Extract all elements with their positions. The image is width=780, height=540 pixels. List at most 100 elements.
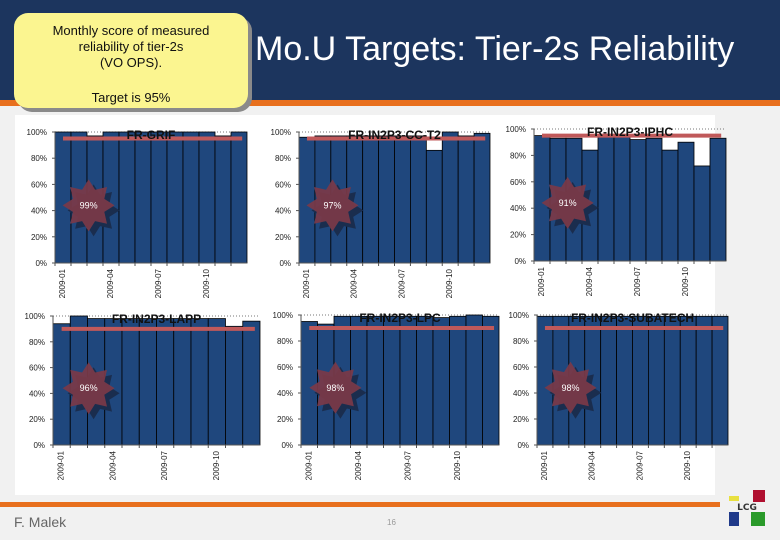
bar <box>441 131 459 264</box>
bar <box>711 315 729 446</box>
bar <box>121 318 140 446</box>
y-tick-label: 60% <box>29 364 45 373</box>
chart-fr-grif: 0% 20% 40% 60% 80% 100% 2009-01 2009-04 2009-07 2… <box>27 128 248 298</box>
svg-text:LCG: LCG <box>737 503 757 513</box>
y-tick-label: 80% <box>513 337 529 346</box>
chart-fr-in2p3-lapp: 0% 20% 40% 60% 80% 100% 2009-01 2009-04 2009-07 2… <box>25 312 261 480</box>
bar <box>156 318 175 446</box>
x-tick-label: 2009-04 <box>350 268 359 298</box>
bar <box>425 149 443 264</box>
bar <box>465 314 483 446</box>
y-tick-label: 80% <box>510 151 526 160</box>
y-tick-label: 20% <box>275 233 291 242</box>
bar <box>663 315 681 446</box>
page-number: 16 <box>387 518 396 527</box>
bar <box>207 318 226 446</box>
y-tick-label: 20% <box>510 231 526 240</box>
bar <box>536 315 554 446</box>
bar <box>150 131 168 264</box>
bar <box>182 131 200 264</box>
bar <box>709 137 727 262</box>
bar <box>629 139 647 262</box>
bar <box>394 135 411 264</box>
chart-title: FR-IN2P3-CC-T2 <box>348 128 441 142</box>
header-divider <box>0 100 780 106</box>
y-tick-label: 80% <box>275 154 291 163</box>
y-tick-label: 0% <box>514 257 526 266</box>
bar <box>473 132 491 264</box>
bar <box>383 315 401 446</box>
y-tick-label: 40% <box>510 204 526 213</box>
bar <box>230 131 248 264</box>
bar <box>645 137 663 262</box>
y-tick-label: 40% <box>29 389 45 398</box>
lcg-logo: LCG <box>729 490 765 526</box>
bar <box>214 135 232 264</box>
y-tick-label: 60% <box>31 180 47 189</box>
bar <box>693 165 711 262</box>
score-badge: 91% <box>559 198 577 208</box>
x-tick-label: 2009-07 <box>160 450 169 480</box>
bar <box>449 315 467 446</box>
bar <box>648 315 665 446</box>
bar <box>173 318 192 446</box>
badge-star-icon <box>306 179 359 232</box>
x-tick-label: 2009-01 <box>537 266 546 296</box>
y-tick-label: 100% <box>506 125 526 134</box>
bar <box>399 315 417 446</box>
x-tick-label: 2009-07 <box>154 268 163 298</box>
y-tick-label: 20% <box>31 233 47 242</box>
slide-title: Mo.U Targets: Tier-2s Reliability <box>255 30 735 68</box>
chart-fr-in2p3-cc-t2: 0% 20% 40% 60% 80% 100% 2009-01 2009-04 2009-07 2… <box>271 128 491 298</box>
x-tick-label: 2009-07 <box>403 450 412 480</box>
badge-star-icon <box>541 176 594 229</box>
x-tick-label: 2009-01 <box>302 268 311 298</box>
x-tick-label: 2009-07 <box>633 266 642 296</box>
x-tick-label: 2009-10 <box>453 450 462 480</box>
callout-line: reliability of tier-2s <box>78 39 184 54</box>
chart-fr-in2p3-iphc: 0% 20% 40% 60% 80% 100% 2009-01 2009-04 2009-07 2… <box>506 125 727 296</box>
x-tick-label: 2009-01 <box>57 450 66 480</box>
y-tick-label: 60% <box>510 178 526 187</box>
score-badge: 98% <box>561 383 579 393</box>
chart-title: FR-GRIF <box>127 128 176 142</box>
bar <box>597 136 615 262</box>
callout-target: Target is 95% <box>91 90 171 105</box>
y-tick-label: 20% <box>277 415 293 424</box>
badge-star-icon <box>62 362 115 415</box>
x-tick-label: 2009-01 <box>304 450 313 480</box>
x-tick-label: 2009-10 <box>445 268 454 298</box>
bar <box>134 131 152 264</box>
bar <box>52 323 71 446</box>
chart-title: FR-IN2P3-SUBATECH <box>571 311 694 325</box>
y-tick-label: 60% <box>275 180 291 189</box>
bar <box>695 315 713 446</box>
x-tick-label: 2009-10 <box>683 450 692 480</box>
badge-star-icon <box>62 179 115 232</box>
bar <box>533 135 551 262</box>
bar <box>632 315 649 446</box>
bar <box>190 318 209 446</box>
bar <box>613 136 631 262</box>
chart-title: FR-IN2P3-IPHC <box>587 125 673 139</box>
bar <box>457 135 475 264</box>
info-callout: Monthly score of measured reliability of… <box>14 13 248 108</box>
badge-star-icon <box>309 361 362 414</box>
badge-star-icon <box>544 361 597 414</box>
x-tick-label: 2009-07 <box>397 268 406 298</box>
score-badge: 98% <box>326 383 344 393</box>
x-tick-label: 2009-10 <box>212 450 221 480</box>
bar <box>378 135 395 264</box>
bar <box>416 315 434 446</box>
y-tick-label: 100% <box>27 128 47 137</box>
bar <box>225 325 244 446</box>
chart-title: FR-IN2P3-LPC <box>359 311 441 325</box>
bar <box>616 315 633 446</box>
x-tick-label: 2009-01 <box>540 450 549 480</box>
y-tick-label: 60% <box>513 363 529 372</box>
y-tick-label: 0% <box>33 441 45 450</box>
y-tick-label: 0% <box>279 259 291 268</box>
bar <box>677 141 695 262</box>
bar <box>54 131 72 264</box>
x-tick-label: 2009-04 <box>106 268 115 298</box>
